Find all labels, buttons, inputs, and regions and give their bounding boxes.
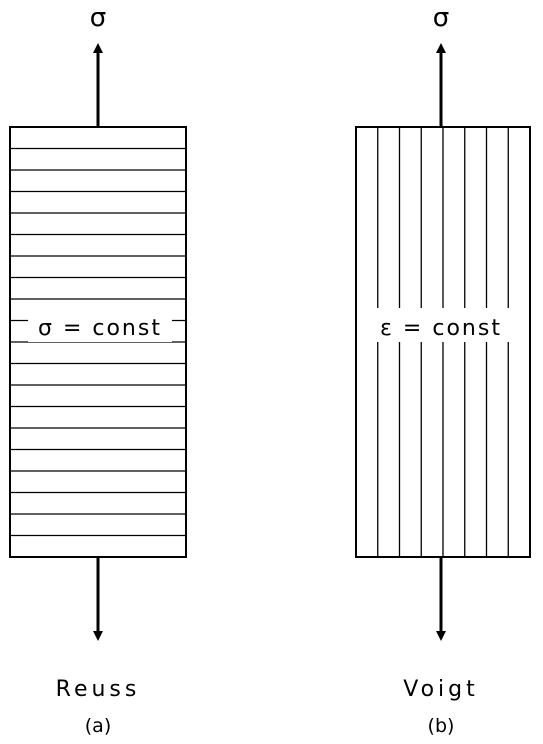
voigt-name: Voigt bbox=[403, 677, 479, 702]
reuss-caption: (a) bbox=[85, 715, 111, 737]
voigt-panel: σ ε = const Voigt (b) bbox=[355, 3, 531, 737]
voigt-stress-label: σ bbox=[433, 3, 449, 33]
reuss-center-label: σ = const bbox=[38, 316, 162, 341]
reuss-label-backdrop bbox=[28, 310, 172, 342]
voigt-caption: (b) bbox=[428, 715, 455, 737]
reuss-panel: σ σ = const Reuss (a) bbox=[9, 3, 187, 737]
reuss-name: Reuss bbox=[56, 677, 141, 702]
reuss-stress-label: σ bbox=[90, 3, 106, 33]
voigt-center-label: ε = const bbox=[380, 316, 502, 341]
voigt-label-backdrop bbox=[366, 308, 514, 342]
